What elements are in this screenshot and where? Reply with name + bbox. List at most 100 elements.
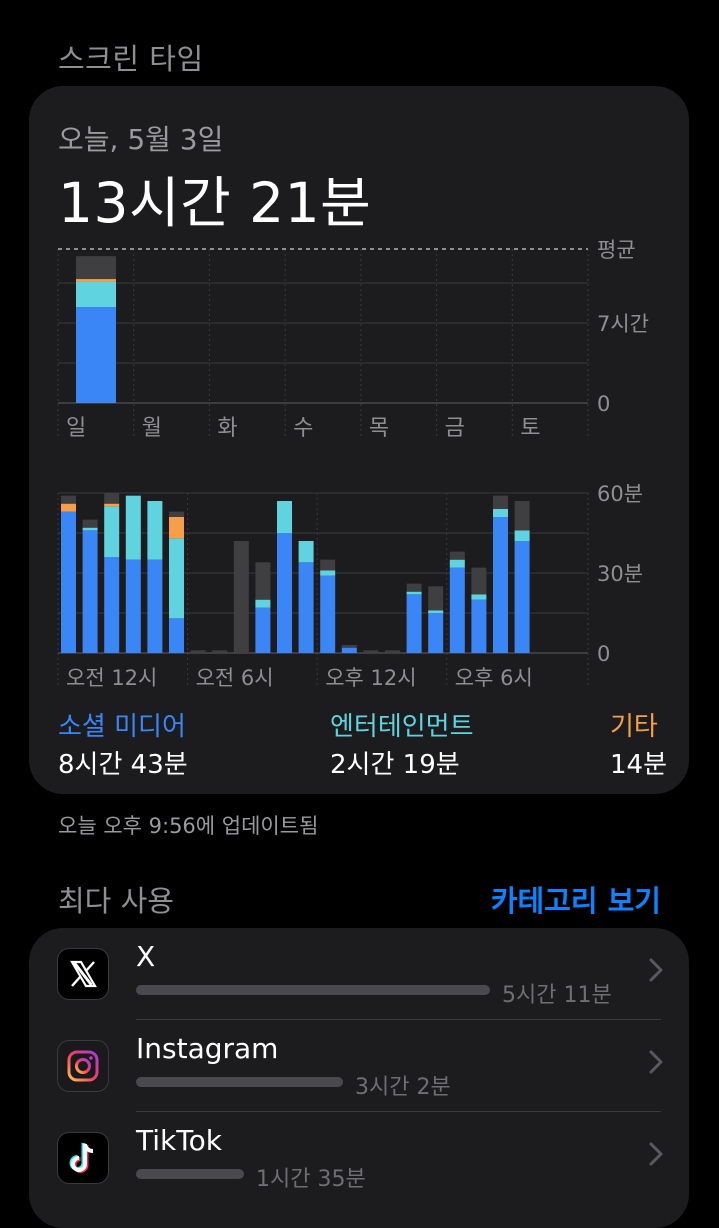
y-tick-label: 0: [597, 642, 610, 666]
app-row-instagram[interactable]: Instagram 3시간 2분: [29, 1020, 689, 1112]
bar-segment: [82, 530, 98, 653]
bar-segment: [514, 501, 530, 531]
screen-time-title: 스크린 타임: [58, 42, 204, 76]
total-time: 13시간 21분: [58, 171, 372, 235]
x-tick-label: 오전 6시: [196, 666, 274, 690]
bar-segment: [298, 562, 314, 653]
x-tick-label: 오전 12시: [66, 666, 157, 690]
bar-segment: [104, 557, 120, 653]
row-divider: [136, 1111, 661, 1112]
bar-segment: [363, 650, 379, 653]
bar-segment: [169, 517, 184, 539]
date-label: 오늘, 5월 3일: [58, 123, 224, 156]
category-entertainment-label: 엔터테인먼트: [330, 712, 474, 742]
view-categories-button[interactable]: 카테고리 보기: [490, 884, 661, 918]
bar-segment: [61, 503, 76, 512]
weekly-chart: 평균 7시간 0 일 월 화 수 목 금 토: [57, 238, 649, 441]
bar-segment: [428, 610, 444, 613]
bar-segment: [169, 618, 184, 653]
y-tick-label: 60분: [597, 482, 643, 506]
bar-segment: [514, 530, 530, 541]
bar-segment: [255, 607, 271, 653]
bar-segment: [277, 533, 292, 653]
y-tick-label: 평균: [597, 238, 636, 262]
x-tick-label: 금: [445, 416, 465, 441]
usage-time: 5시간 11분: [502, 983, 612, 1008]
summary-card[interactable]: [29, 86, 689, 794]
bar-segment: [471, 567, 487, 595]
bar-segment: [449, 567, 465, 653]
bar-segment: [104, 503, 120, 507]
bar-segment: [169, 511, 184, 517]
usage-bar: [136, 985, 490, 995]
hourly-chart: 60분 30분 0 오전 12시 오전 6시 오후 12시 오후 6시: [57, 482, 643, 690]
bar-segment: [493, 517, 508, 653]
y-tick-label: 0: [597, 392, 610, 416]
bar-segment: [298, 541, 314, 563]
bar-segment: [406, 591, 422, 595]
usage-bar: [136, 1077, 343, 1087]
bar-segment: [341, 645, 357, 648]
bar-segment: [82, 527, 98, 531]
category-social-time: 8시간 43분: [58, 750, 188, 780]
bar-segment: [320, 575, 336, 653]
x-tick-label: 오후 12시: [325, 666, 416, 690]
most-used-title: 최다 사용: [58, 884, 174, 918]
category-other-label: 기타: [610, 712, 658, 742]
charts-svg: 평균 7시간 0 일 월 화 수 목 금 토 60분 30분 0 오전 12시 오전 6시 오후 12시 오후…: [57, 238, 649, 690]
bar-segment: [61, 495, 76, 504]
bar-segment: [471, 594, 487, 600]
bar-segment: [147, 559, 163, 653]
bar-segment: [233, 541, 249, 653]
chevron-right-icon: [649, 1142, 663, 1166]
app-row-tiktok[interactable]: TikTok 1시간 35분: [29, 1112, 689, 1204]
bar-segment: [125, 559, 141, 653]
bar-segment: [428, 613, 444, 653]
bar-segment: [406, 594, 422, 653]
tiktok-icon: [57, 1132, 109, 1184]
bar-segment: [493, 495, 508, 509]
chevron-right-icon: [649, 1050, 663, 1074]
category-entertainment-time: 2시간 19분: [330, 750, 460, 780]
bar-segment: [82, 519, 98, 528]
app-name: X: [136, 940, 156, 973]
bar-segment: [385, 650, 400, 653]
bar-segment: [449, 559, 465, 568]
bar-segment: [104, 506, 120, 557]
usage-bar: [136, 1169, 244, 1179]
bar-segment: [147, 501, 163, 560]
bar-segment: [104, 493, 120, 504]
app-name: TikTok: [136, 1124, 222, 1157]
row-divider: [136, 1019, 661, 1020]
x-tick-label: 일: [66, 416, 86, 441]
bar-segment: [255, 599, 271, 608]
bar-segment: [406, 583, 422, 592]
category-social-label: 소셜 미디어: [58, 712, 186, 742]
bar-segment: [76, 307, 116, 403]
instagram-icon: [57, 1040, 109, 1092]
bar-segment: [212, 650, 228, 653]
bar-segment: [341, 647, 357, 653]
category-other-time: 14분: [610, 750, 668, 780]
bar-segment: [428, 586, 444, 611]
bar-segment: [449, 551, 465, 560]
app-name: Instagram: [136, 1032, 279, 1065]
bar-segment: [320, 570, 336, 576]
app-row-x[interactable]: X 5시간 11분: [29, 928, 689, 1020]
x-tick-label: 화: [217, 416, 237, 441]
bar-segment: [76, 256, 116, 280]
bar-segment: [471, 599, 487, 653]
bar-segment: [255, 562, 271, 600]
x-tick-label: 월: [142, 416, 162, 441]
x-tick-label: 토: [520, 416, 540, 441]
chevron-right-icon: [649, 958, 663, 982]
x-tick-label: 오후 6시: [455, 666, 533, 690]
x-tick-label: 목: [369, 416, 389, 441]
bar-segment: [61, 511, 76, 653]
bar-segment: [320, 559, 336, 571]
app-list: X 5시간 11분 Instagram 3시간 2분: [29, 928, 689, 1228]
bar-segment: [76, 281, 116, 308]
bar-segment: [125, 495, 141, 560]
bar-segment: [76, 279, 116, 282]
usage-time: 3시간 2분: [355, 1075, 451, 1100]
